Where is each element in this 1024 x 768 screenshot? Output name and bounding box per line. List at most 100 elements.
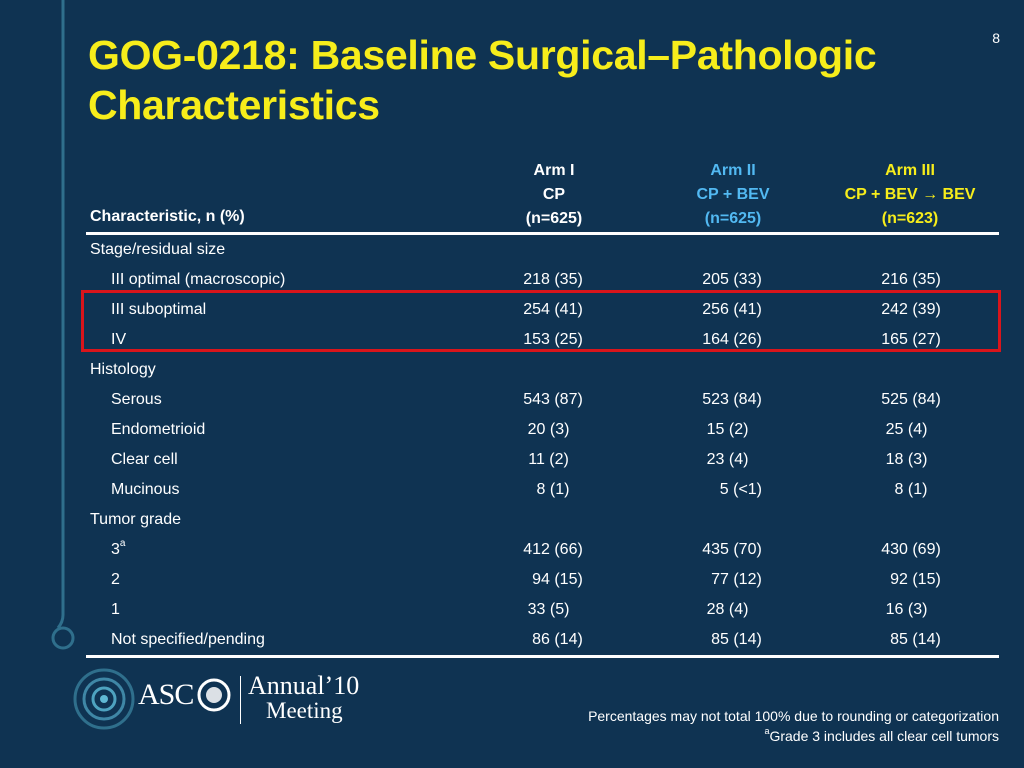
row-label: Endometrioid	[111, 415, 205, 445]
arm-1-value: 86 (14)	[523, 631, 583, 648]
arm-3-value: 25 (4)	[885, 421, 937, 438]
row-label: Serous	[111, 385, 162, 415]
row-label-text: Clear cell	[111, 451, 178, 468]
arm-2-value: 28 (4)	[706, 601, 758, 618]
arm-name: Arm III	[885, 162, 935, 179]
row-label: 1	[111, 595, 120, 625]
annual-meeting-label: Meeting	[266, 698, 343, 723]
arm-3-value: 92 (15)	[881, 571, 941, 588]
arm-1-value: 33 (5)	[527, 601, 579, 618]
table-row: IV 153 (25) 164 (26) 165 (27)	[86, 325, 999, 355]
arm-2-value: 435 (70)	[702, 541, 762, 558]
arm-1-value: 254 (41)	[523, 301, 583, 318]
arm-3-value: 18 (3)	[885, 451, 937, 468]
row-label: IV	[111, 325, 126, 355]
arm-3-value: 430 (69)	[881, 541, 941, 558]
arm-name: Arm I	[533, 162, 575, 179]
row-label: III suboptimal	[111, 295, 206, 325]
section-row: Histology	[86, 355, 999, 385]
row-label-text: Endometrioid	[111, 421, 206, 438]
arm-1-value: 11 (2)	[528, 451, 578, 468]
section-row: Stage/residual size	[86, 235, 999, 265]
highlight-box	[81, 290, 1001, 352]
arm-2-value: 15 (2)	[706, 421, 758, 438]
arm-regimen: CP + BEV	[696, 186, 770, 203]
arm-2-value: 5 (<1)	[701, 481, 763, 498]
footnote-marker: a	[119, 537, 126, 549]
row-label-text: 3	[111, 541, 120, 558]
table-header: Arm I CP (n=625) Arm II CP + BEV (n=625)…	[86, 157, 999, 235]
row-label-text: IV	[111, 331, 127, 348]
logo-divider	[240, 676, 241, 724]
row-label-text: Serous	[111, 391, 162, 408]
arm-regimen: CP + BEV → BEV	[844, 186, 976, 203]
arm-3-value: 8 (1)	[885, 481, 937, 498]
arm-3-value: 85 (14)	[881, 631, 941, 648]
footnote-grade-text: Grade 3 includes all clear cell tumors	[769, 728, 999, 744]
table-bottom-rule	[86, 655, 999, 658]
arm-3-value: 525 (84)	[881, 391, 941, 408]
arm-1-value: 8 (1)	[527, 481, 579, 498]
table-row: Clear cell 11 (2) 23 (4) 18 (3)	[86, 445, 999, 475]
table-row: Endometrioid 20 (3) 15 (2) 25 (4)	[86, 415, 999, 445]
row-label-text: III suboptimal	[111, 301, 207, 318]
footnote-marker: a	[764, 726, 770, 737]
section-row: Tumor grade	[86, 505, 999, 535]
section-label: Tumor grade	[90, 505, 181, 535]
arm-n: (n=623)	[881, 210, 939, 227]
row-label-text: Histology	[90, 361, 156, 378]
table-row: Serous 543 (87) 523 (84) 525 (84)	[86, 385, 999, 415]
annual-meeting-year: Annual’10	[248, 671, 360, 700]
arm-n: (n=625)	[525, 210, 583, 227]
arm-n: (n=625)	[704, 210, 762, 227]
row-label: 3a	[111, 535, 125, 565]
arm-1-value: 218 (35)	[523, 271, 583, 288]
slide-title: GOG-0218: Baseline Surgical–Pathologic C…	[88, 32, 877, 128]
characteristic-column-header: Characteristic, n (%)	[90, 208, 245, 225]
arm-2-value: 205 (33)	[702, 271, 762, 288]
row-label: Clear cell	[111, 445, 178, 475]
arm-header-2: Arm II CP + BEV (n=625)	[661, 159, 805, 231]
arm-header-3: Arm III CP + BEV → BEV (n=623)	[828, 159, 992, 231]
table-row: 3a 412 (66) 435 (70) 430 (69)	[86, 535, 999, 565]
row-label-text: Stage/residual size	[90, 241, 226, 258]
asco-logo-icon	[73, 668, 231, 730]
arm-3-value: 165 (27)	[881, 331, 941, 348]
arm-header-1: Arm I CP (n=625)	[486, 159, 622, 231]
table-row: Mucinous 8 (1) 5 (<1) 8 (1)	[86, 475, 999, 505]
table-row: 2 94 (15) 77 (12) 92 (15)	[86, 565, 999, 595]
table-row: III optimal (macroscopic) 218 (35) 205 (33…	[86, 265, 999, 295]
arm-3-value: 16 (3)	[885, 601, 937, 618]
row-label-text: III optimal (macroscopic)	[111, 271, 286, 288]
arm-2-value: 256 (41)	[702, 301, 762, 318]
table-body: Stage/residual size III optimal (macrosco…	[86, 235, 999, 655]
table-row: 1 33 (5) 28 (4) 16 (3)	[86, 595, 999, 625]
arm-1-value: 20 (3)	[527, 421, 579, 438]
arm-1-value: 412 (66)	[523, 541, 583, 558]
arm-1-value: 543 (87)	[523, 391, 583, 408]
row-label: 2	[111, 565, 120, 595]
row-label-text: 2	[111, 571, 120, 588]
arm-3-value: 242 (39)	[881, 301, 941, 318]
footnote-rounding: Percentages may not total 100% due to ro…	[588, 708, 999, 724]
asco-logo-text: ASC	[138, 678, 194, 711]
arm-name: Arm II	[710, 162, 756, 179]
footnote-grade: aGrade 3 includes all clear cell tumors	[764, 727, 999, 745]
slide-number: 8	[992, 30, 1000, 46]
row-label: Mucinous	[111, 475, 179, 505]
arm-2-value: 23 (4)	[706, 451, 758, 468]
row-label-text: Tumor grade	[90, 511, 181, 528]
arm-2-value: 523 (84)	[702, 391, 762, 408]
table-row: III suboptimal 254 (41) 256 (41) 242 (39)	[86, 295, 999, 325]
decorative-circuit-line	[51, 0, 75, 650]
row-label-text: Not specified/pending	[111, 631, 265, 648]
arm-2-value: 85 (14)	[702, 631, 762, 648]
row-label-text: 1	[111, 601, 120, 618]
row-label-text: Mucinous	[111, 481, 180, 498]
arm-3-value: 216 (35)	[881, 271, 941, 288]
arm-2-value: 164 (26)	[702, 331, 762, 348]
arm-1-value: 153 (25)	[523, 331, 583, 348]
row-label: III optimal (macroscopic)	[111, 265, 285, 295]
table-row: Not specified/pending 86 (14) 85 (14) 85…	[86, 625, 999, 655]
arm-2-value: 77 (12)	[702, 571, 762, 588]
